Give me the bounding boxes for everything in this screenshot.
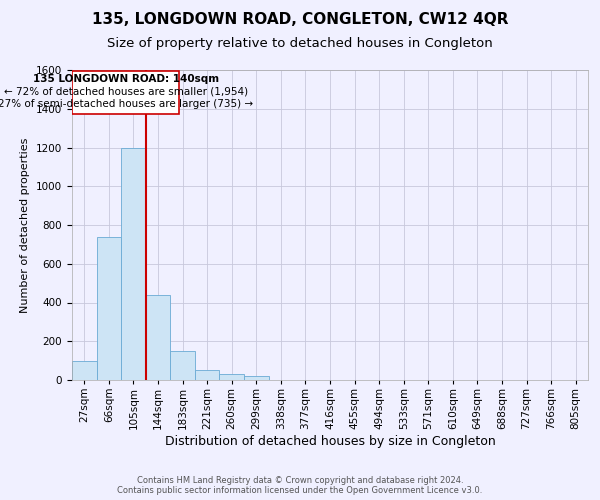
Bar (146, 294, 170, 380)
Bar (97, 236, 121, 380)
Bar (170, 351, 195, 380)
Y-axis label: Number of detached properties: Number of detached properties (20, 138, 31, 312)
Bar (121, 148, 146, 380)
Text: Contains HM Land Registry data © Crown copyright and database right 2024.
Contai: Contains HM Land Registry data © Crown c… (118, 476, 482, 495)
Text: 135, LONGDOWN ROAD, CONGLETON, CW12 4QR: 135, LONGDOWN ROAD, CONGLETON, CW12 4QR (92, 12, 508, 28)
Text: 135 LONGDOWN ROAD: 140sqm: 135 LONGDOWN ROAD: 140sqm (32, 74, 219, 84)
Text: Size of property relative to detached houses in Congleton: Size of property relative to detached ho… (107, 38, 493, 51)
Bar (220, 374, 244, 380)
Text: 27% of semi-detached houses are larger (735) →: 27% of semi-detached houses are larger (… (0, 99, 253, 109)
Bar (195, 370, 220, 380)
Bar (244, 376, 269, 380)
Bar (73, 71, 179, 114)
Bar (72, 360, 97, 380)
X-axis label: Distribution of detached houses by size in Congleton: Distribution of detached houses by size … (164, 434, 496, 448)
Text: ← 72% of detached houses are smaller (1,954): ← 72% of detached houses are smaller (1,… (4, 86, 248, 97)
